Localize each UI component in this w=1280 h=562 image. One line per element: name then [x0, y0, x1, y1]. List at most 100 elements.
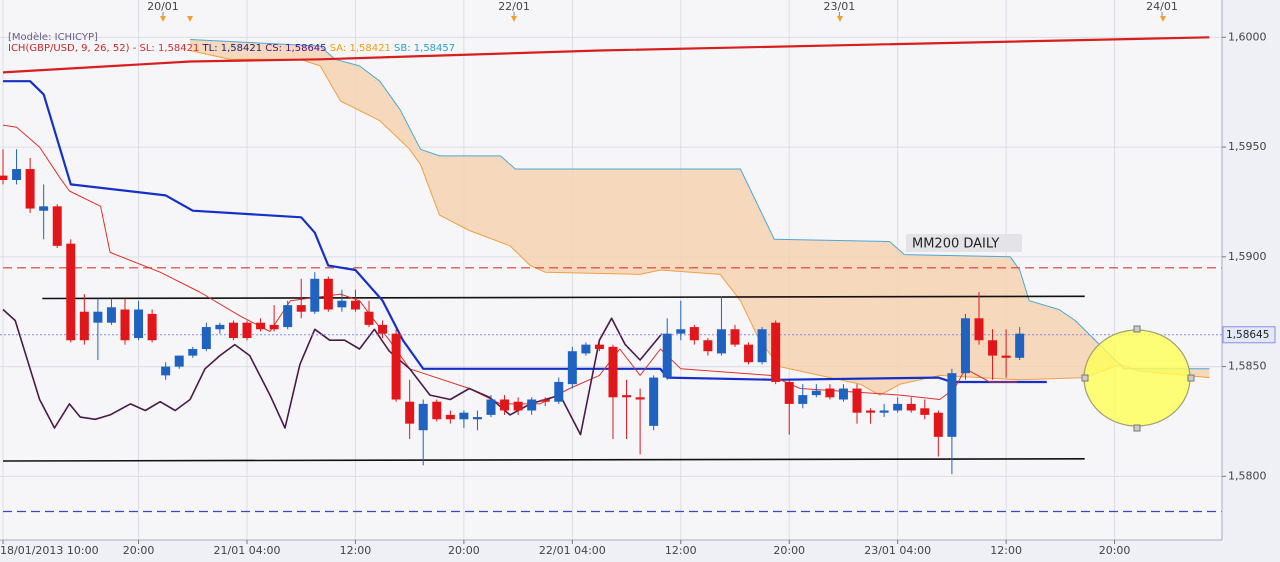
candle-body — [39, 206, 49, 211]
candle-body — [364, 311, 374, 325]
candle-body — [310, 278, 320, 312]
indicator-line — [42, 295, 1085, 300]
ichimoku-cloud — [190, 39, 1210, 396]
x-tick-label: 12:00 — [665, 544, 697, 557]
event-marker — [160, 16, 166, 22]
candle-body — [811, 390, 821, 396]
handle — [1081, 374, 1089, 382]
candle-body — [703, 340, 713, 352]
candle-body — [866, 410, 876, 413]
candle-body — [52, 206, 62, 246]
candle-body — [744, 344, 754, 363]
candle-body — [188, 349, 198, 356]
candle-body — [323, 278, 333, 310]
candle-body — [527, 399, 537, 411]
candle-body — [391, 333, 401, 400]
senkou-span-b — [190, 39, 1210, 370]
candle-body — [0, 175, 8, 180]
candle-body — [500, 399, 510, 411]
y-tick-label: 1,5900 — [1228, 250, 1267, 263]
candle-body — [256, 322, 266, 330]
legend-item: SA: 1,58421 — [330, 43, 391, 54]
model-label: [Modèle: ICHICYP] — [8, 31, 98, 43]
candle-body — [79, 311, 89, 341]
candle-body — [472, 417, 482, 420]
legend-item: ICH(GBP/USD, 9, 26, 52) - — [8, 43, 137, 54]
plot-area — [0, 36, 1222, 513]
candle-body — [283, 305, 293, 328]
event-marker — [511, 16, 517, 22]
last-price-label: 1,58645 — [1226, 329, 1269, 341]
legend-item: CS: 1,58645 — [265, 43, 326, 54]
x-tick-label: 18/01/2013 10:00 — [0, 544, 99, 557]
annotation-background — [906, 234, 1022, 252]
x-tick-label: 20:00 — [448, 544, 480, 557]
candle-body — [432, 401, 442, 420]
candle-body — [296, 305, 306, 312]
candle-body — [906, 403, 916, 411]
indicator-line — [2, 458, 1085, 462]
candle-body — [608, 346, 618, 398]
candle-body — [554, 381, 564, 402]
candle-body — [716, 329, 726, 354]
legend-item: SL: 1,58421 — [140, 43, 200, 54]
x-tick-label: 20:00 — [773, 544, 805, 557]
top-tick-label: 22/01 — [498, 0, 530, 13]
candle-body — [933, 412, 943, 437]
y-tick-label: 1,5800 — [1228, 469, 1267, 482]
candle-body — [513, 401, 523, 411]
x-tick-label: 12:00 — [990, 544, 1022, 557]
candle-body — [215, 324, 225, 330]
candle-body — [201, 327, 211, 350]
candle-body — [974, 318, 984, 341]
candle-body — [459, 412, 469, 420]
senkou-span-a — [189, 50, 1210, 396]
event-markers — [160, 16, 1166, 22]
candle-body — [879, 410, 889, 413]
candle-body — [784, 381, 794, 404]
candle-body — [676, 329, 686, 334]
last-price-box — [1222, 326, 1276, 344]
candle-body — [988, 340, 998, 356]
candle-body — [161, 366, 171, 376]
candle-body — [581, 344, 591, 354]
candle-body — [134, 309, 144, 339]
x-tick-label: 12:00 — [340, 544, 372, 557]
legend-item: TL: 1,58421 — [202, 43, 263, 54]
handle — [1133, 325, 1141, 333]
candle-body — [337, 300, 347, 308]
candle-body — [852, 388, 862, 413]
candle-body — [378, 324, 388, 334]
x-axis-panel — [0, 540, 1222, 562]
candle-body — [540, 399, 550, 402]
y-tick-label: 1,5950 — [1228, 140, 1267, 153]
candle-body — [405, 401, 415, 424]
candle-body — [120, 309, 130, 341]
handle — [1187, 374, 1195, 382]
candle-body — [825, 388, 835, 398]
legend: ICH(GBP/USD, 9, 26, 52) - SL: 1,58421 TL… — [8, 43, 455, 54]
x-tick-label: 21/01 04:00 — [214, 544, 281, 557]
x-tick-label: 22/01 04:00 — [539, 544, 606, 557]
candle-body — [960, 318, 970, 374]
candle-body — [66, 243, 76, 341]
candle-body — [106, 307, 116, 323]
x-tick-label: 23/01 04:00 — [864, 544, 931, 557]
candle-body — [947, 373, 957, 437]
candle-body — [635, 397, 645, 400]
y-axis-panel — [1222, 0, 1280, 562]
highlight-circle — [1081, 325, 1195, 432]
candle-body — [1001, 355, 1011, 358]
handle — [1133, 424, 1141, 432]
y-tick-label: 1,6000 — [1228, 30, 1267, 43]
candle-body — [622, 395, 632, 398]
highlight-ellipse — [1083, 329, 1191, 427]
top-tick-label: 23/01 — [824, 0, 856, 13]
candle-body — [147, 313, 157, 341]
candle-body — [486, 399, 496, 415]
event-marker — [837, 16, 843, 22]
candle-body — [649, 377, 659, 426]
